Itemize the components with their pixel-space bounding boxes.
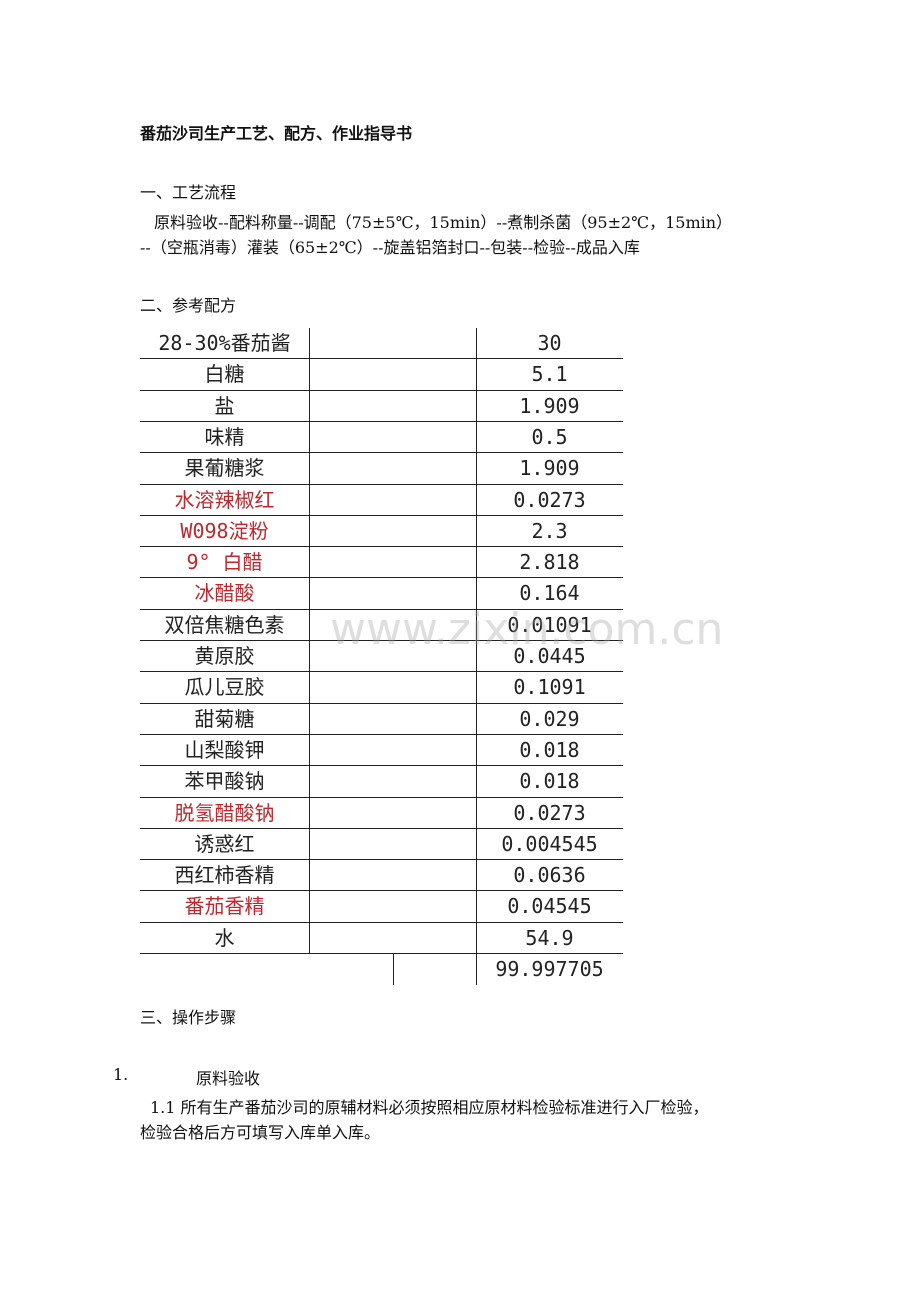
table-rule [309, 328, 310, 954]
cell-amount: 0.0636 [513, 863, 586, 888]
step-text: 1.1 所有生产番茄沙司的原辅材料必须按照相应原材料检验标准进行入厂检验， [150, 1098, 709, 1117]
table-rule [140, 733, 623, 735]
table-rule [140, 796, 623, 798]
cell-amount: 0.01091 [507, 612, 592, 637]
cell-amount: 0.0445 [513, 644, 586, 668]
cell-name: 水 [214, 925, 235, 950]
table-rule [140, 514, 623, 516]
cell-name: 9° 白醋 [186, 550, 263, 575]
table-rule [140, 921, 623, 923]
table-rule [140, 640, 623, 641]
cell-name: 双倍焦糖色素 [164, 612, 285, 637]
cell-name: 番茄香精 [184, 894, 265, 919]
step-title: 原料验收 [196, 1069, 261, 1088]
table-rule [140, 702, 623, 704]
cell-amount: 1.909 [519, 456, 580, 481]
table-rule [140, 890, 623, 892]
cell-name: 山梨酸钾 [184, 737, 265, 762]
cell-name: 诱惑红 [194, 831, 255, 856]
cell-name: 西红柿香精 [174, 863, 275, 888]
cell-amount: 0.0273 [513, 800, 586, 825]
cell-name: 白糖 [204, 362, 245, 387]
doc-title: 番茄沙司生产工艺、配方、作业指导书 [140, 124, 413, 143]
cell-amount: 0.04545 [507, 894, 592, 919]
table-rule [140, 483, 623, 485]
table-rule [140, 953, 623, 954]
table-rule [140, 859, 623, 861]
section-heading: 三、操作步骤 [140, 1008, 237, 1027]
table-rule [140, 671, 623, 673]
table-rule [393, 954, 394, 986]
section-heading: 一、工艺流程 [140, 183, 237, 202]
process-line: 原料验收--配料称量--调配（75±5℃，15min）--煮制杀菌（95±2℃，… [154, 213, 733, 232]
formula-table: 28-30%番茄酱 30 白糖 5.1 盐 1.909 味精 0.5 果葡糖浆 1.909 水溶辣椒… [140, 328, 623, 986]
cell-amount: 0.0273 [513, 487, 586, 512]
table-rule [140, 577, 623, 579]
cell-amount: 0.1091 [513, 675, 586, 700]
cell-amount: 0.018 [519, 769, 580, 794]
cell-amount: 0.5 [531, 424, 568, 449]
cell-name: 黄原胶 [194, 644, 255, 668]
cell-amount: 0.004545 [501, 831, 598, 856]
section-heading: 二、参考配方 [140, 296, 237, 315]
cell-total: 99.997705 [495, 957, 604, 981]
cell-amount: 54.9 [525, 925, 574, 950]
cell-name: 甜菊糖 [194, 706, 255, 731]
process-line: --（空瓶消毒）灌装（65±2℃）--旋盖铝箔封口--包装--检验--成品入库 [140, 238, 640, 257]
cell-name: 盐 [214, 393, 235, 418]
table-rule [140, 420, 623, 422]
cell-amount: 0.029 [519, 706, 580, 731]
step-text: 检验合格后方可填写入库单入库。 [140, 1123, 381, 1142]
cell-name: 苯甲酸钠 [184, 769, 265, 794]
table-rule [140, 608, 623, 610]
cell-amount: 30 [537, 331, 562, 355]
cell-amount: 2.818 [519, 550, 580, 575]
cell-name: 冰醋酸 [194, 581, 255, 606]
table-rule [140, 827, 623, 829]
cell-amount: 1.909 [519, 393, 580, 418]
cell-name: 28-30%番茄酱 [158, 331, 291, 355]
cell-amount: 0.018 [519, 737, 580, 762]
cell-name: W098淀粉 [180, 518, 269, 543]
table-rule [476, 328, 477, 986]
table-rule [140, 546, 623, 548]
step-number: 1. [113, 1065, 129, 1084]
table-rule [140, 452, 623, 454]
cell-name: 味精 [204, 424, 245, 449]
table-rule [140, 358, 623, 360]
cell-name: 瓜儿豆胶 [184, 675, 265, 700]
cell-name: 脱氢醋酸钠 [174, 800, 275, 825]
cell-amount: 0.164 [519, 581, 580, 606]
cell-amount: 5.1 [531, 362, 568, 387]
table-rule [140, 765, 623, 767]
cell-name: 水溶辣椒红 [174, 487, 275, 512]
table-rule [140, 389, 623, 391]
watermark: www.zixin.com.cn [330, 604, 724, 655]
cell-amount: 2.3 [531, 518, 568, 543]
cell-name: 果葡糖浆 [184, 456, 265, 481]
